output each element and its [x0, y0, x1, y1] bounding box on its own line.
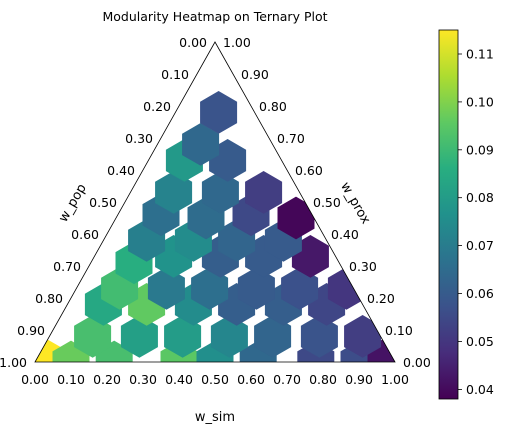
tick-label-w-pop: 0.50 [89, 195, 117, 210]
colorbar-tick-label: 0.05 [466, 334, 494, 349]
tick-label-w-pop: 0.00 [179, 35, 207, 50]
tick-label-w-pop: 0.70 [53, 259, 81, 274]
colorbar-tick-label: 0.10 [466, 94, 494, 109]
heatmap-cell [200, 91, 238, 134]
tick-label-w-sim: 1.00 [381, 372, 409, 387]
tick-label-w-prox: 0.50 [313, 195, 341, 210]
tick-label-w-sim: 0.00 [21, 372, 49, 387]
colorbar-tick-label: 0.08 [466, 190, 494, 205]
tick-label-w-prox: 0.60 [295, 163, 323, 178]
tick-label-w-sim: 0.90 [345, 372, 373, 387]
tick-label-w-sim: 0.30 [129, 372, 157, 387]
axis-label-left: w_pop [56, 181, 90, 225]
tick-label-w-pop: 0.40 [107, 163, 135, 178]
tick-label-w-prox: 0.00 [403, 355, 431, 370]
heatmap-cell [52, 340, 90, 362]
tick-label-w-pop: 0.10 [161, 67, 189, 82]
tick-label-w-prox: 1.00 [223, 35, 251, 50]
ternary-outline [34, 41, 396, 363]
tick-label-w-prox: 0.90 [241, 67, 269, 82]
tick-label-w-sim: 0.20 [93, 372, 121, 387]
tick-label-w-pop: 0.20 [143, 99, 171, 114]
tick-label-w-sim: 0.60 [237, 372, 265, 387]
heatmap-cell [277, 196, 315, 240]
colorbar-tick-label: 0.11 [466, 47, 494, 62]
colorbar-tick-label: 0.06 [466, 286, 494, 301]
axis-label-right: w_prox [337, 180, 373, 227]
tick-label-w-sim: 0.50 [201, 372, 229, 387]
heatmap-cell [344, 315, 382, 358]
tick-label-w-prox: 0.10 [385, 323, 413, 338]
colorbar-frame [438, 29, 459, 400]
tick-label-w-sim: 0.10 [57, 372, 85, 387]
heatmap-cell [245, 171, 283, 214]
colorbar-gradient [439, 30, 458, 399]
tick-label-w-prox: 0.40 [331, 227, 359, 242]
tick-label-w-pop: 1.00 [0, 355, 27, 370]
colorbar: 0.04 0.05 0.06 0.07 0.08 0.09 0.10 0.11 [438, 29, 494, 400]
tick-label-w-pop: 0.30 [125, 131, 153, 146]
chart-title: Modularity Heatmap on Ternary Plot [102, 9, 327, 24]
heatmap-cell [95, 340, 133, 362]
colorbar-ticks: 0.04 0.05 0.06 0.07 0.08 0.09 0.10 0.11 [458, 47, 494, 397]
tick-label-w-prox: 0.70 [277, 131, 305, 146]
tick-label-w-pop: 0.90 [17, 323, 45, 338]
tick-label-w-pop: 0.80 [35, 291, 63, 306]
heatmap-cell [182, 123, 220, 166]
tick-label-w-sim: 0.80 [309, 372, 337, 387]
tick-label-w-prox: 0.30 [349, 259, 377, 274]
tick-label-w-sim: 0.70 [273, 372, 301, 387]
ternary-ticks: 0.00 0.10 0.20 0.30 0.40 0.50 0.60 0.70 0.80 0.90… [0, 35, 431, 387]
heatmap-cells [35, 91, 395, 362]
colorbar-tick-label: 0.07 [466, 238, 494, 253]
tick-label-w-pop: 0.60 [71, 227, 99, 242]
colorbar-tick-label: 0.09 [466, 142, 494, 157]
tick-label-w-prox: 0.20 [367, 291, 395, 306]
tick-label-w-sim: 0.40 [165, 372, 193, 387]
tick-label-w-prox: 0.80 [259, 99, 287, 114]
axis-label-bottom: w_sim [195, 410, 235, 425]
colorbar-tick-label: 0.04 [466, 382, 494, 397]
